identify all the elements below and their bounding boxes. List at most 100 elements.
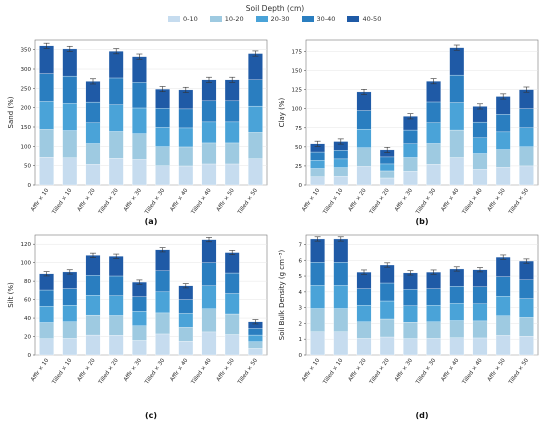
bar-segment <box>519 317 534 337</box>
bar-segment <box>426 101 441 123</box>
y-tick-label: 2 <box>299 321 303 327</box>
bar-segment <box>178 299 194 314</box>
x-tick-label: Afflr × 50 <box>487 357 507 383</box>
bar-segment <box>310 160 325 169</box>
bar-segment <box>426 164 441 186</box>
bar-segment <box>333 262 349 286</box>
bar-segment <box>333 150 349 160</box>
bar-segment <box>39 45 54 74</box>
x-tick-label: Tilled × 20 <box>97 187 120 216</box>
bar-segment <box>495 131 511 150</box>
bar-segment <box>224 79 240 102</box>
bar-segment <box>379 300 395 320</box>
x-tick-label: Afflr × 40 <box>440 357 460 383</box>
bar-segment <box>201 262 217 286</box>
x-tick-label: Tilled × 30 <box>415 357 438 386</box>
bar-segment <box>519 146 534 167</box>
x-tick-label: Afflr × 10 <box>301 357 321 383</box>
bar-segment <box>519 260 534 280</box>
bar-segment <box>379 156 395 165</box>
y-tick-label: 75 <box>295 126 302 132</box>
legend-item: 10-20 <box>209 15 244 23</box>
x-tick-label: Tilled × 10 <box>51 357 74 386</box>
bar-segment <box>224 293 240 315</box>
bar-segment <box>178 327 194 342</box>
bar-segment <box>201 331 217 356</box>
x-tick-label: Tilled × 20 <box>368 187 391 216</box>
bar-segment <box>472 337 488 356</box>
x-tick-label: Afflr × 10 <box>301 187 321 213</box>
bar-segment <box>155 108 170 128</box>
bar-segment <box>449 129 465 158</box>
x-tick-label: Tilled × 50 <box>236 357 259 386</box>
bar-segment <box>403 338 418 356</box>
panel-label: (a) <box>145 217 158 226</box>
bar-segment <box>62 305 78 322</box>
panel-label: (b) <box>415 217 428 226</box>
bar-segment <box>403 129 418 144</box>
y-tick-label: 200 <box>21 106 32 112</box>
bar-segment <box>39 73 54 102</box>
bar-segment <box>224 163 240 186</box>
bar-segment <box>155 270 170 293</box>
bar-segment <box>224 142 240 165</box>
bar-segment <box>472 121 488 138</box>
x-tick-label: Tilled × 20 <box>97 357 120 386</box>
bar-segment <box>39 322 54 339</box>
bar-segment <box>449 157 465 186</box>
bar-segment <box>248 334 263 342</box>
y-tick-label: 3 <box>299 306 303 312</box>
bar-segment <box>495 276 511 297</box>
bar-segment <box>310 285 325 309</box>
y-tick-label: 150 <box>292 69 303 75</box>
bar-segment <box>132 340 147 356</box>
bar-segment <box>178 341 194 356</box>
bar-segment <box>85 334 101 356</box>
x-tick-label: Afflr × 20 <box>77 357 97 383</box>
bar-segment <box>426 305 441 322</box>
bar-segment <box>85 81 101 103</box>
bar-segment <box>495 315 511 336</box>
x-tick-label: Afflr × 50 <box>216 187 236 213</box>
bar-segment <box>201 308 217 333</box>
legend-swatch <box>347 16 360 22</box>
x-tick-label: Tilled × 10 <box>51 187 74 216</box>
bar-segment <box>201 100 217 123</box>
bar-segment <box>108 131 124 159</box>
bar-segment <box>248 79 263 107</box>
y-tick-label: 7 <box>299 242 303 248</box>
bar-segment <box>85 255 101 276</box>
y-tick-label: 1 <box>299 337 303 343</box>
bar-segment <box>39 289 54 307</box>
x-tick-label: Afflr × 30 <box>123 187 143 213</box>
bar-segment <box>155 312 170 335</box>
legend-item: 20-30 <box>255 15 290 23</box>
legend-label: 0-10 <box>183 15 198 23</box>
y-tick-label: 80 <box>24 279 31 285</box>
bar-segment <box>333 176 349 186</box>
bar-segment <box>449 268 465 287</box>
bar-segment <box>108 335 124 356</box>
bar-segment <box>472 303 488 322</box>
bar-segment <box>403 289 418 306</box>
bar-segment <box>224 272 240 294</box>
bar-segment <box>108 256 124 277</box>
panel-label: (c) <box>145 411 157 420</box>
y-tick-label: 100 <box>292 107 303 113</box>
bar-segment <box>155 249 170 271</box>
bar-segment <box>379 163 395 172</box>
bar-segment <box>403 272 418 290</box>
x-tick-label: Afflr × 40 <box>169 187 189 213</box>
bar-segment <box>333 285 349 309</box>
bar-segment <box>224 100 240 123</box>
bar-segment <box>519 279 534 299</box>
legend-item: 40-50 <box>347 15 381 23</box>
bar-segment <box>379 318 395 338</box>
bar-segment <box>224 334 240 356</box>
bar-segment <box>178 127 194 148</box>
y-tick-label: 100 <box>21 144 32 150</box>
x-tick-label: Afflr × 20 <box>348 187 368 213</box>
bar-segment <box>85 101 101 123</box>
bar-segment <box>495 149 511 168</box>
